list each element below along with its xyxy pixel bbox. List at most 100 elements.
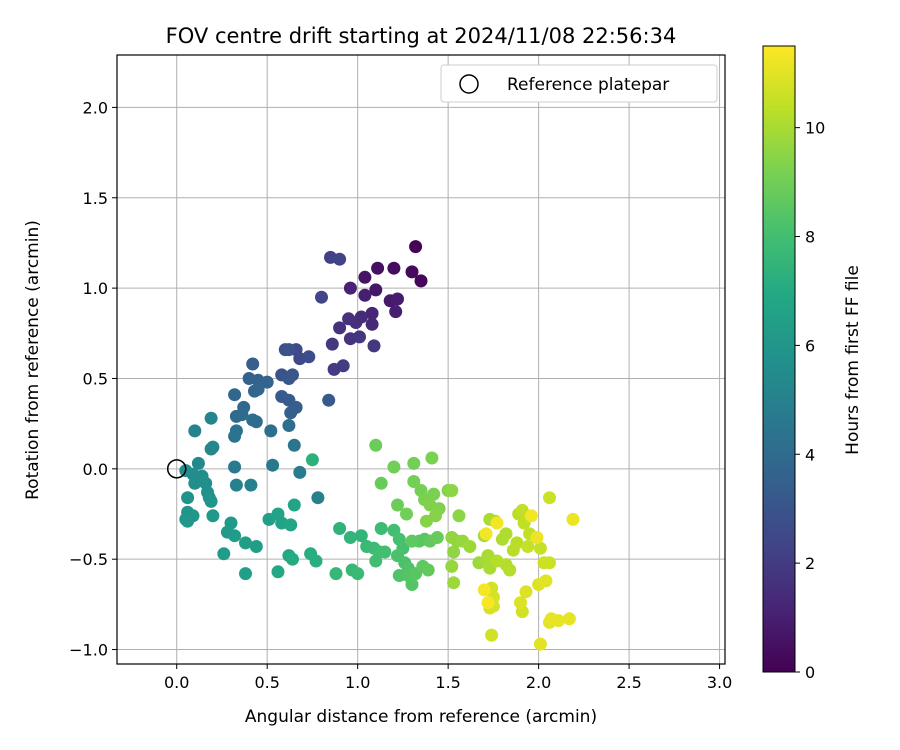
plot-frame: [116, 54, 726, 665]
scatter-point: [282, 343, 296, 357]
scatter-point: [407, 475, 421, 488]
scatter-point: [485, 628, 499, 642]
y-tick-label: 1.0: [83, 279, 108, 298]
scatter-point: [371, 261, 385, 275]
scatter-point: [543, 556, 556, 570]
scatter-point: [287, 498, 301, 512]
scatter-point: [539, 574, 553, 588]
colorbar-tick-label: 6: [805, 336, 815, 355]
scatter-point: [181, 514, 195, 528]
scatter-point: [530, 531, 544, 544]
scatter-point: [452, 509, 466, 523]
scatter-point: [336, 359, 350, 373]
scatter-point: [329, 567, 343, 581]
colorbar-tick-label: 0: [805, 663, 815, 682]
scatter-point: [287, 438, 301, 452]
scatter-point: [354, 529, 368, 543]
scatter-point: [479, 527, 493, 541]
colorbar-tick-label: 8: [805, 228, 815, 247]
scatter-point: [552, 614, 565, 628]
scatter-point: [524, 509, 538, 523]
scatter-point: [445, 559, 459, 573]
scatter-point: [282, 419, 296, 432]
y-tick-label: −1.0: [69, 641, 108, 660]
scatter-point: [315, 290, 328, 304]
scatter-point: [249, 415, 263, 429]
legend-label-reference: Reference platepar: [507, 75, 669, 95]
scatter-point: [305, 453, 319, 467]
scatter-point: [249, 540, 263, 553]
scatter-point: [358, 288, 372, 302]
y-axis-label: Rotation from reference (arcmin): [23, 220, 43, 500]
chart-title: FOV centre drift starting at 2024/11/08 …: [166, 24, 677, 48]
scatter-point: [343, 531, 357, 544]
scatter-point: [481, 596, 495, 610]
scatter-point: [228, 388, 242, 402]
scatter-point: [425, 451, 439, 465]
scatter-point: [302, 350, 316, 364]
scatter-point: [322, 393, 336, 407]
scatter-point: [358, 270, 372, 284]
scatter-point: [445, 484, 459, 497]
scatter-point: [409, 240, 423, 254]
scatter-point: [521, 540, 535, 553]
scatter-point: [562, 612, 576, 626]
scatter-point: [353, 330, 366, 344]
scatter-point: [391, 292, 404, 306]
scatter-point: [333, 321, 347, 335]
legend-box: [440, 64, 718, 103]
scatter-point: [333, 252, 347, 266]
scatter-point: [188, 476, 202, 490]
scatter-point: [503, 563, 517, 577]
scatter-point: [374, 522, 388, 535]
scatter-point: [206, 440, 220, 454]
x-tick-label: 2.5: [616, 673, 641, 692]
scatter-point: [400, 507, 413, 521]
scatter-point: [510, 536, 524, 550]
scatter-point: [188, 424, 202, 438]
scatter-point: [389, 305, 403, 319]
x-tick-label: 0.0: [164, 673, 189, 692]
colorbar-tick-label: 4: [805, 445, 815, 464]
scatter-point: [271, 565, 285, 579]
scatter-point: [463, 540, 477, 553]
colorbar: 0 2 4 6 8 10 Hours from first FF file: [762, 45, 863, 682]
plot-area: [116, 54, 726, 665]
scatter-point: [228, 460, 242, 474]
scatter-point: [499, 527, 513, 541]
y-tick-label: 0.5: [83, 369, 108, 388]
y-tick-label: 0.0: [83, 460, 108, 479]
colorbar-ticks: 0 2 4 6 8 10: [795, 119, 825, 682]
scatter-point: [266, 458, 280, 472]
x-axis-ticks: 0.0 0.5 1.0 1.5 2.0 2.5 3.0: [164, 664, 732, 692]
scatter-point: [206, 509, 220, 523]
scatter-point: [387, 261, 401, 275]
scatter-point: [447, 576, 461, 590]
scatter-point: [333, 522, 347, 535]
scatter-point: [369, 438, 383, 452]
scatter-point: [309, 554, 323, 568]
scatter-point: [181, 491, 195, 505]
scatter-point: [239, 567, 252, 581]
y-tick-label: 2.0: [83, 98, 108, 117]
scatter-point: [284, 406, 298, 420]
scatter-point: [447, 545, 461, 559]
scatter-point: [423, 498, 437, 512]
scatter-point: [282, 372, 296, 385]
scatter-point: [239, 536, 252, 550]
scatter-point: [260, 375, 274, 389]
y-tick-label: 1.5: [83, 189, 108, 208]
scatter-point: [419, 514, 433, 528]
scatter-point: [365, 317, 379, 331]
reference-platepar-marker: [166, 459, 187, 479]
x-tick-label: 1.0: [345, 673, 370, 692]
scatter-point: [264, 424, 278, 438]
colorbar-tick-label: 10: [805, 119, 825, 138]
x-tick-label: 2.0: [526, 673, 551, 692]
data-points: [179, 240, 580, 651]
colorbar-gradient: [762, 45, 796, 673]
scatter-point: [342, 312, 356, 326]
scatter-point: [430, 531, 444, 544]
scatter-point: [228, 529, 242, 543]
